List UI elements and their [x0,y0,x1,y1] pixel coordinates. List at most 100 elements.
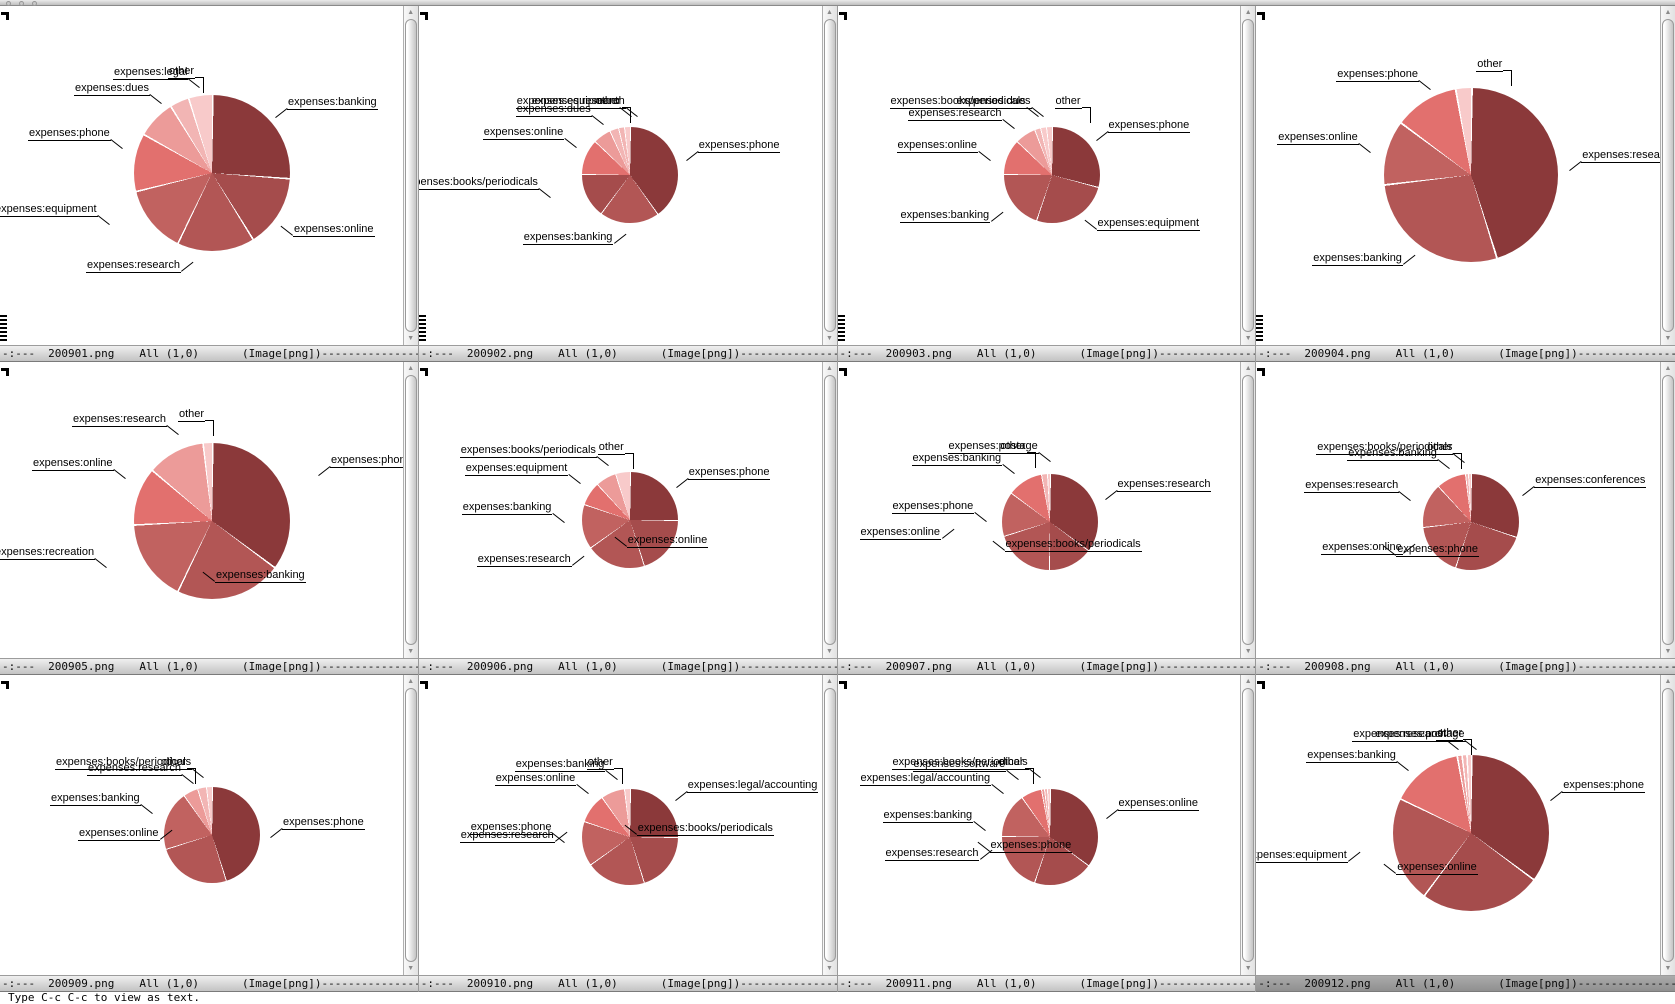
scrollbar-thumb[interactable] [823,19,836,332]
scrollbar[interactable]: ▲ ▼ [1240,362,1256,658]
scrollbar-thumb[interactable] [404,19,417,332]
pie-chart [1001,474,1098,570]
pie-label: other [178,408,206,422]
minimize-button[interactable] [19,1,24,6]
modeline[interactable]: -:--- 200906.png All (1,0) (Image[png]) … [418,658,837,675]
scrollbar-thumb[interactable] [1662,375,1674,645]
label-leader-line [1105,809,1119,820]
scrollbar-up-arrow[interactable]: ▲ [407,678,415,685]
scrollbar-down-arrow[interactable]: ▼ [407,335,415,342]
scrollbar[interactable]: ▲ ▼ [821,6,837,345]
scrollbar-up-arrow[interactable]: ▲ [1244,365,1252,372]
top-left-angle-indicator [1,12,9,20]
zoom-button[interactable] [32,1,37,6]
modeline-major-mode[interactable]: (Image[png]) [241,660,322,673]
modeline-major-mode[interactable]: (Image[png]) [1079,660,1159,673]
modeline[interactable]: -:--- 200911.png All (1,0) (Image[png]) … [837,975,1256,992]
scrollbar-up-arrow[interactable]: ▲ [1244,678,1252,685]
scrollbar[interactable]: ▲ ▼ [821,675,837,975]
modeline-major-mode[interactable]: (Image[png]) [660,977,741,990]
modeline[interactable]: -:--- 200912.png All (1,0) (Image[png]) … [1256,975,1675,992]
modeline[interactable]: -:--- 200902.png All (1,0) (Image[png]) … [418,345,837,362]
modeline[interactable]: -:--- 200903.png All (1,0) (Image[png]) … [837,345,1256,362]
scrollbar-thumb[interactable] [1662,19,1674,332]
scrollbar[interactable]: ▲ ▼ [1660,362,1675,658]
scrollbar[interactable]: ▲ ▼ [402,6,418,345]
label-leader-line [992,540,1005,551]
pie-label: expenses:research [907,107,1003,121]
scrollbar-up-arrow[interactable]: ▲ [407,9,415,16]
scrollbar-down-arrow[interactable]: ▼ [826,965,833,972]
scrollbar-thumb[interactable] [404,688,417,962]
scrollbar-up-arrow[interactable]: ▲ [1664,365,1672,372]
scrollbar-down-arrow[interactable]: ▼ [1664,335,1672,342]
modeline[interactable]: -:--- 200910.png All (1,0) (Image[png]) … [418,975,837,992]
scrollbar-down-arrow[interactable]: ▼ [1244,965,1252,972]
scrollbar-up-arrow[interactable]: ▲ [826,9,833,16]
scrollbar-down-arrow[interactable]: ▼ [1664,648,1672,655]
pie-label: expenses:research [87,762,182,776]
pie-label: expenses:postage [1374,728,1466,742]
scrollbar[interactable]: ▲ ▼ [1660,6,1675,345]
modeline-position: All (1,0) [139,347,199,360]
scrollbar-down-arrow[interactable]: ▼ [826,335,833,342]
scrollbar-thumb[interactable] [1662,688,1674,962]
pie-chart [164,787,260,883]
scrollbar-up-arrow[interactable]: ▲ [407,365,415,372]
scrollbar-up-arrow[interactable]: ▲ [826,678,833,685]
scrollbar-up-arrow[interactable]: ▲ [826,365,833,372]
scrollbar-up-arrow[interactable]: ▲ [1244,9,1252,16]
scrollbar-down-arrow[interactable]: ▼ [826,648,833,655]
modeline[interactable]: -:--- 200901.png All (1,0) (Image[png]) … [0,345,418,362]
scrollbar-up-arrow[interactable]: ▲ [1664,678,1672,685]
scrollbar-up-arrow[interactable]: ▲ [1664,9,1672,16]
scrollbar-thumb[interactable] [1242,375,1255,645]
modeline-major-mode[interactable]: (Image[png]) [241,347,322,360]
modeline-major-mode[interactable]: (Image[png]) [1498,347,1578,360]
pie-chart [581,472,678,568]
scrollbar-thumb[interactable] [823,375,836,645]
label-leader-line [140,804,153,815]
modeline[interactable]: -:--- 200908.png All (1,0) (Image[png]) … [1256,658,1675,675]
scrollbar[interactable]: ▲ ▼ [402,675,418,975]
modeline[interactable]: -:--- 200909.png All (1,0) (Image[png]) … [0,975,418,992]
scrollbar[interactable]: ▲ ▼ [1240,675,1256,975]
modeline-position: All (1,0) [558,660,618,673]
label-leader-line [1084,219,1097,230]
scrollbar-thumb[interactable] [1242,688,1255,962]
scrollbar-down-arrow[interactable]: ▼ [1244,648,1252,655]
top-left-angle-indicator [1,681,9,689]
scrollbar-down-arrow[interactable]: ▼ [407,965,415,972]
modeline-major-mode[interactable]: (Image[png]) [1079,347,1159,360]
pie-label: expenses:software [912,758,1007,772]
modeline-major-mode[interactable]: (Image[png]) [1079,977,1159,990]
image-buffer: ▲ ▼ expenses:research expenses:postage oth… [1256,675,1675,975]
scrollbar-down-arrow[interactable]: ▼ [407,648,415,655]
label-leader-line [1026,452,1036,468]
scrollbar[interactable]: ▲ ▼ [402,362,418,658]
label-leader-line [613,233,627,244]
scrollbar-thumb[interactable] [404,375,417,645]
label-leader-line [1550,791,1563,802]
pie-label: expenses:phone [891,500,975,514]
modeline-major-mode[interactable]: (Image[png]) [660,347,741,360]
pie-label: expenses:online [1396,861,1478,875]
scrollbar-down-arrow[interactable]: ▼ [1244,335,1252,342]
pie-label: expenses:online [1117,797,1200,811]
modeline[interactable]: -:--- 200904.png All (1,0) (Image[png]) … [1256,345,1675,362]
scrollbar[interactable]: ▲ ▼ [821,362,837,658]
pie-label: expenses:equipment [1256,849,1348,863]
modeline-major-mode[interactable]: (Image[png]) [1498,977,1578,990]
modeline-major-mode[interactable]: (Image[png]) [1498,660,1578,673]
label-leader-line [552,513,565,524]
scrollbar[interactable]: ▲ ▼ [1240,6,1256,345]
scrollbar-thumb[interactable] [1242,19,1255,332]
modeline-major-mode[interactable]: (Image[png]) [660,660,741,673]
modeline[interactable]: -:--- 200907.png All (1,0) (Image[png]) … [837,658,1256,675]
close-button[interactable] [6,1,11,6]
scrollbar[interactable]: ▲ ▼ [1660,675,1675,975]
modeline-major-mode[interactable]: (Image[png]) [241,977,322,990]
modeline[interactable]: -:--- 200905.png All (1,0) (Image[png]) … [0,658,418,675]
scrollbar-down-arrow[interactable]: ▼ [1664,965,1672,972]
scrollbar-thumb[interactable] [823,688,836,962]
